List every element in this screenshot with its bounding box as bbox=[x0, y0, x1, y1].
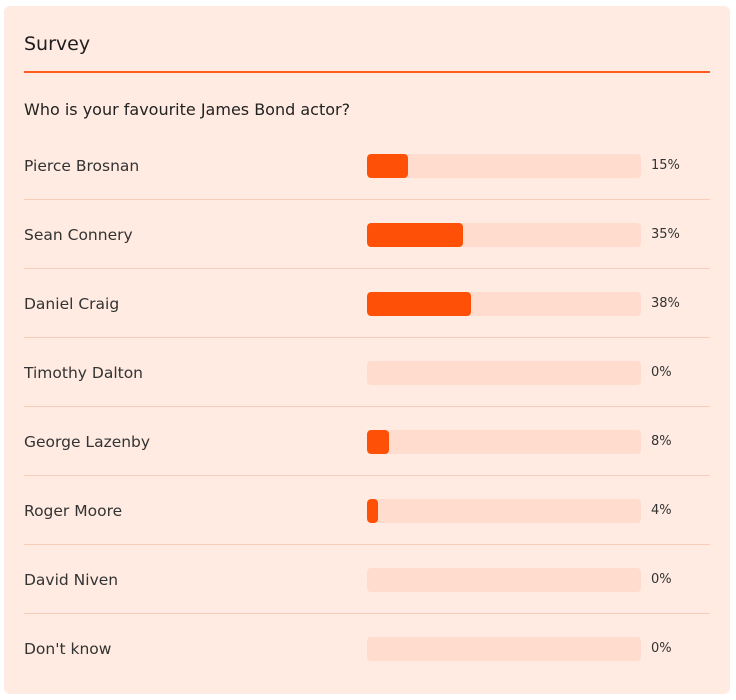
survey-options: Pierce Brosnan 15% Sean Connery 35% Dani… bbox=[24, 131, 710, 683]
survey-header: Survey bbox=[24, 6, 710, 73]
result-bar-track bbox=[367, 361, 641, 385]
survey-option: David Niven 0% bbox=[24, 545, 710, 614]
option-label: Daniel Craig bbox=[24, 295, 120, 313]
option-percent: 35% bbox=[651, 227, 680, 242]
result-bar-track bbox=[367, 430, 641, 454]
survey-option: Don't know 0% bbox=[24, 614, 710, 683]
survey-option: George Lazenby 8% bbox=[24, 407, 710, 476]
survey-option: Daniel Craig 38% bbox=[24, 269, 710, 338]
result-bar-track bbox=[367, 223, 641, 247]
option-label: Sean Connery bbox=[24, 226, 133, 244]
result-bar-fill bbox=[367, 499, 378, 523]
option-percent: 4% bbox=[651, 503, 672, 518]
survey-option: Pierce Brosnan 15% bbox=[24, 131, 710, 200]
option-percent: 0% bbox=[651, 572, 672, 587]
result-bar-fill bbox=[367, 154, 408, 178]
survey-card: Survey Who is your favourite James Bond … bbox=[4, 6, 730, 694]
option-percent: 0% bbox=[651, 365, 672, 380]
option-label: David Niven bbox=[24, 571, 119, 589]
option-label: Pierce Brosnan bbox=[24, 157, 140, 175]
survey-title: Survey bbox=[24, 33, 91, 55]
result-bar-track bbox=[367, 499, 641, 523]
result-bar-track bbox=[367, 637, 641, 661]
survey-option: Roger Moore 4% bbox=[24, 476, 710, 545]
survey-option: Sean Connery 35% bbox=[24, 200, 710, 269]
survey-question: Who is your favourite James Bond actor? bbox=[24, 100, 351, 119]
option-label: Roger Moore bbox=[24, 502, 123, 520]
result-bar-track bbox=[367, 292, 641, 316]
result-bar-track bbox=[367, 568, 641, 592]
result-bar-fill bbox=[367, 292, 471, 316]
result-bar-track bbox=[367, 154, 641, 178]
option-percent: 15% bbox=[651, 158, 680, 173]
result-bar-fill bbox=[367, 223, 463, 247]
option-label: Don't know bbox=[24, 640, 112, 658]
option-percent: 8% bbox=[651, 434, 672, 449]
option-label: George Lazenby bbox=[24, 433, 151, 451]
option-percent: 0% bbox=[651, 641, 672, 656]
result-bar-fill bbox=[367, 430, 389, 454]
option-percent: 38% bbox=[651, 296, 680, 311]
survey-option: Timothy Dalton 0% bbox=[24, 338, 710, 407]
option-label: Timothy Dalton bbox=[24, 364, 144, 382]
